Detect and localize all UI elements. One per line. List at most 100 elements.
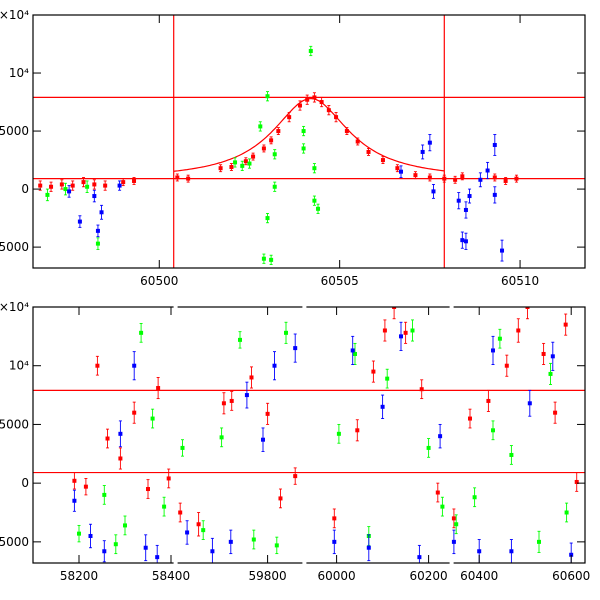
y-tick-label: 0: [21, 476, 29, 490]
data-point: [59, 179, 64, 190]
point-marker: [353, 351, 357, 356]
point-marker: [287, 115, 292, 120]
data-point: [272, 149, 277, 160]
point-marker: [509, 549, 514, 554]
data-point: [196, 512, 201, 537]
point-marker: [88, 533, 93, 538]
point-marker: [525, 307, 530, 309]
point-marker: [355, 428, 360, 433]
data-point: [492, 134, 497, 156]
data-point: [312, 195, 317, 206]
data-point: [420, 144, 425, 160]
data-point: [67, 185, 72, 198]
point-marker: [162, 504, 167, 509]
plot-frame: [32, 14, 586, 269]
plot-area: [33, 307, 585, 563]
point-marker: [72, 498, 77, 503]
point-marker: [185, 530, 190, 535]
data-point: [463, 201, 468, 219]
y-tick-label: 10⁴: [9, 359, 29, 373]
point-marker: [146, 487, 150, 492]
data-point: [336, 423, 341, 444]
x-tick-label: 59800: [249, 569, 287, 583]
data-point: [467, 188, 472, 204]
point-marker: [196, 522, 201, 527]
point-marker: [410, 328, 415, 333]
data-point: [261, 427, 265, 452]
data-point: [272, 181, 277, 192]
data-point: [509, 445, 514, 465]
point-marker: [121, 180, 126, 185]
point-marker: [150, 416, 155, 421]
point-marker: [431, 189, 436, 194]
data-point: [132, 351, 137, 381]
data-point: [366, 148, 371, 156]
data-point: [344, 127, 349, 135]
data-point: [440, 496, 445, 517]
data-point: [456, 192, 461, 210]
data-point: [113, 534, 118, 555]
point-marker: [442, 176, 447, 181]
point-marker: [63, 187, 68, 192]
point-marker: [221, 401, 226, 406]
point-marker: [497, 336, 502, 341]
data-point: [95, 355, 100, 376]
point-marker: [492, 142, 497, 147]
point-marker: [548, 371, 553, 376]
point-marker: [305, 97, 310, 102]
point-marker: [385, 376, 390, 381]
data-point: [143, 534, 148, 562]
data-point: [492, 186, 497, 204]
data-point: [287, 112, 292, 123]
point-marker: [326, 108, 331, 113]
data-point: [92, 179, 97, 190]
point-marker: [574, 479, 579, 484]
point-marker: [319, 100, 324, 105]
data-point: [178, 502, 183, 523]
data-point: [553, 401, 558, 424]
data-point: [413, 171, 418, 180]
point-marker: [472, 495, 477, 500]
data-point: [509, 539, 514, 563]
point-marker: [427, 175, 432, 180]
point-marker: [269, 257, 274, 262]
point-marker: [85, 184, 90, 189]
data-point: [293, 467, 298, 485]
x-tick-label: 60600: [552, 569, 590, 583]
data-point: [312, 92, 317, 103]
point-marker: [297, 103, 302, 108]
point-marker: [228, 539, 233, 544]
point-marker: [240, 163, 245, 168]
data-point: [132, 401, 137, 424]
point-marker: [350, 348, 355, 353]
x-tick-label: 58200: [60, 569, 98, 583]
data-point: [312, 163, 317, 174]
data-point: [118, 420, 123, 448]
data-point: [305, 94, 310, 105]
point-marker: [451, 516, 456, 521]
point-marker: [500, 248, 505, 253]
data-point: [269, 254, 274, 265]
point-marker: [238, 337, 242, 342]
point-marker: [420, 149, 425, 154]
data-point: [83, 477, 88, 496]
point-marker: [201, 528, 206, 533]
point-marker: [272, 152, 277, 157]
point-marker: [468, 416, 472, 421]
data-point: [102, 485, 107, 505]
y-tick-label: 5000: [0, 417, 29, 431]
data-point: [105, 428, 110, 449]
data-point: [485, 161, 490, 180]
point-marker: [49, 184, 54, 189]
data-point: [399, 321, 403, 351]
data-point: [355, 137, 360, 146]
data-point: [146, 479, 150, 499]
point-marker: [261, 437, 265, 442]
point-marker: [278, 496, 283, 501]
y-tick-label: −5000: [0, 535, 29, 549]
point-marker: [491, 348, 495, 353]
data-point: [229, 163, 234, 171]
data-point: [123, 515, 127, 536]
data-point: [426, 438, 431, 458]
plot-frame: [32, 306, 586, 564]
